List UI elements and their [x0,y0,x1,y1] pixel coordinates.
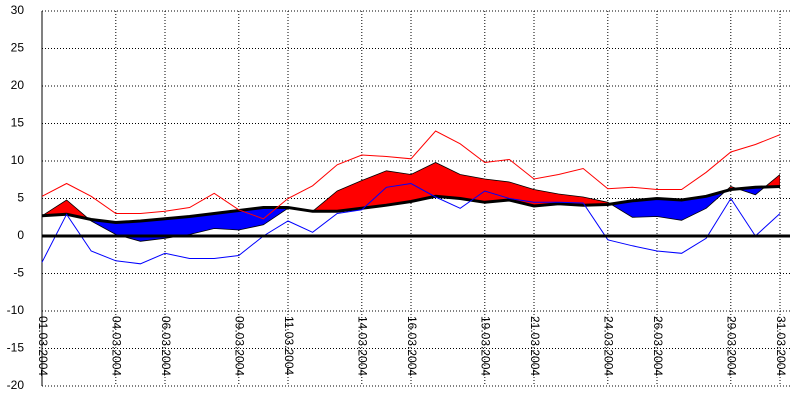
y-tick-label: 30 [11,3,25,17]
x-tick-label: 04.03.2004 [110,316,124,376]
x-tick-label: 11.03.2004 [282,316,296,375]
x-tick-label: 24.03.2004 [602,316,616,376]
y-tick-label: -15 [7,341,25,355]
x-tick-label: 29.03.2004 [725,316,739,376]
x-tick-label: 26.03.2004 [651,316,665,376]
y-tick-label: 15 [11,116,25,130]
y-tick-label: 0 [17,228,24,242]
x-tick-label: 01.03.2004 [36,316,50,376]
y-tick-label: 20 [11,78,25,92]
y-tick-label: -10 [7,303,25,317]
y-tick-label: 10 [11,153,25,167]
x-tick-label: 06.03.2004 [159,316,173,376]
x-tick-label: 09.03.2004 [233,316,247,376]
y-tick-label: 25 [11,41,25,55]
x-tick-label: 21.03.2004 [528,316,542,376]
x-tick-label: 16.03.2004 [405,316,419,376]
y-tick-label: -20 [7,378,25,392]
y-tick-label: 5 [17,191,24,205]
x-tick-label: 19.03.2004 [479,316,493,376]
series-line [41,130,781,220]
series-line [41,182,781,265]
x-tick-label: 31.03.2004 [774,316,788,376]
series-line [41,185,781,225]
x-tick-label: 14.03.2004 [356,316,370,376]
y-tick-label: -5 [13,266,24,280]
